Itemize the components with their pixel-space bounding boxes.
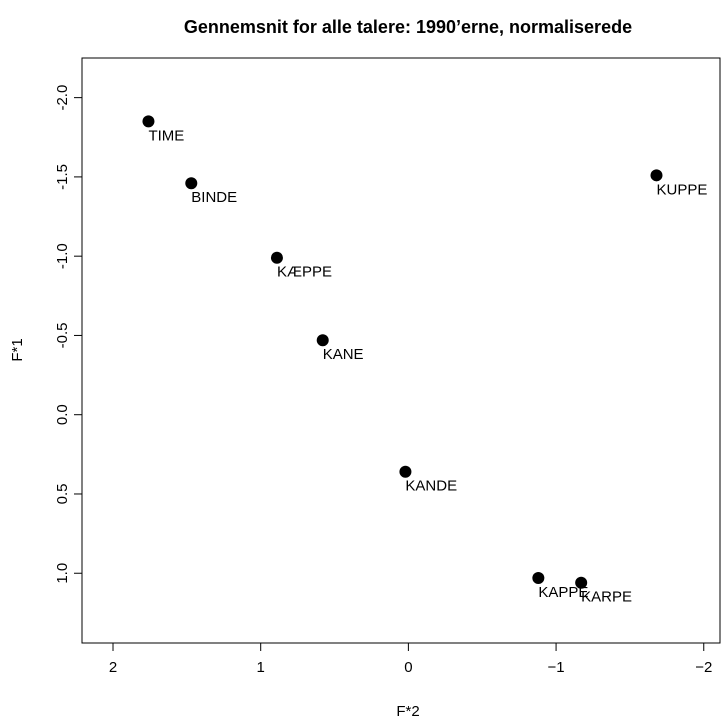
y-tick-label: -2.0 (54, 85, 71, 111)
x-tick-label: −2 (695, 659, 712, 676)
point (316, 334, 329, 347)
plot-frame (81, 57, 721, 644)
point-label: BINDE (191, 189, 237, 206)
point (399, 465, 412, 478)
x-tick-label: 2 (109, 659, 117, 676)
y-tick-label: -1.0 (54, 243, 71, 269)
point (270, 251, 283, 264)
point (532, 572, 545, 584)
y-tick-label: -0.5 (54, 323, 71, 349)
y-tick-label: 0.5 (54, 484, 71, 505)
y-axis-title: F*1 (9, 338, 26, 361)
y-tick-label: 0.0 (54, 404, 71, 425)
point-label: KANDE (405, 478, 457, 495)
y-tick-label: -1.5 (54, 164, 71, 190)
point (185, 177, 198, 190)
point-label: KÆPPE (277, 264, 332, 281)
chart-title: Gennemsnit for alle talere: 1990’erne, n… (184, 17, 632, 37)
point-label: KANE (323, 346, 364, 363)
point-label: KARPE (581, 589, 632, 606)
x-tick-label: 0 (404, 659, 412, 676)
point-label: KAPPE (538, 584, 588, 601)
point-label: KUPPE (656, 181, 707, 198)
x-axis-title: F*2 (396, 703, 419, 720)
point (142, 115, 155, 128)
point (575, 576, 588, 589)
point (650, 169, 663, 182)
x-tick-label: 1 (257, 659, 265, 676)
point-label: TIME (148, 127, 184, 144)
y-tick-label: 1.0 (54, 563, 71, 584)
x-tick-label: −1 (548, 659, 565, 676)
